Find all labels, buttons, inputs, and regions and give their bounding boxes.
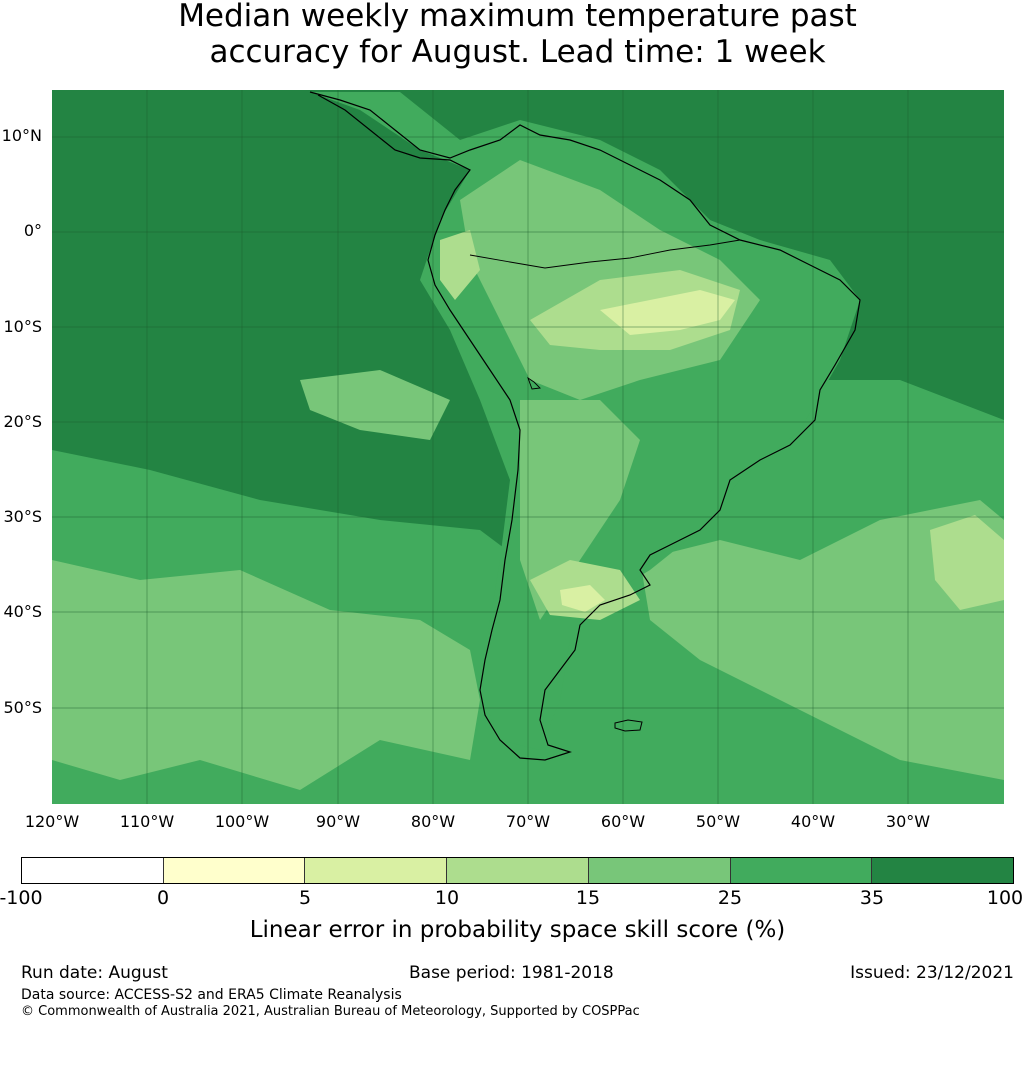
colorbar-segment	[447, 858, 589, 883]
map-title-line-1: Median weekly maximum temperature past	[178, 0, 857, 34]
south-atlantic-light-zone	[640, 500, 1004, 780]
lake-titicaca	[527, 376, 541, 390]
colorbar-segment	[163, 858, 306, 883]
lat-label: 10°N	[1, 126, 42, 145]
run-date: Run date: August	[21, 963, 168, 983]
southern-light-zone	[52, 560, 480, 790]
colorbar-tick-label: 5	[298, 887, 312, 909]
lat-label: 10°S	[3, 317, 42, 336]
colorbar-segment	[730, 858, 873, 883]
south-atlantic-pale-patch	[930, 515, 1004, 610]
skill-score-map	[52, 90, 1004, 804]
colorbar-tick-label: 35	[859, 887, 885, 909]
southeast-pacific-light-patch	[300, 370, 450, 440]
colorbar-segment	[305, 858, 448, 883]
lon-label: 120°W	[24, 812, 80, 831]
lon-label: 90°W	[315, 812, 361, 831]
colorbar-tick-label: -100	[0, 887, 43, 909]
lat-label: 30°S	[3, 507, 42, 526]
colorbar-tick-label: 10	[434, 887, 460, 909]
lon-label: 50°W	[695, 812, 741, 831]
colorbar-tick-label: 15	[575, 887, 601, 909]
lon-label: 110°W	[119, 812, 175, 831]
colorbar-segment	[872, 858, 1014, 883]
coastline	[309, 91, 861, 761]
lat-label: 40°S	[3, 602, 42, 621]
colorbar	[21, 857, 1014, 884]
issued-date: Issued: 23/12/2021	[850, 963, 1014, 983]
lon-label: 60°W	[600, 812, 646, 831]
colorbar-segment	[588, 858, 731, 883]
colorbar-segment	[22, 858, 164, 883]
colorbar-title: Linear error in probability space skill …	[249, 917, 786, 943]
map-title-line-2: accuracy for August. Lead time: 1 week	[209, 34, 826, 70]
falkland-islands	[614, 719, 643, 732]
brazil-palest-patch	[600, 290, 735, 335]
data-source: Data source: ACCESS-S2 and ERA5 Climate …	[21, 987, 402, 1003]
colorbar-tick-label: 25	[717, 887, 743, 909]
lon-label: 30°W	[885, 812, 931, 831]
copyright: © Commonwealth of Australia 2021, Austra…	[21, 1004, 640, 1019]
amazon-river	[469, 239, 741, 269]
pampas-palest-patch	[560, 585, 605, 612]
graticule	[52, 90, 1004, 804]
interior-light-zone	[520, 400, 640, 620]
lat-label: 50°S	[3, 698, 42, 717]
colorbar-tick-label: 0	[156, 887, 170, 909]
base-period: Base period: 1981-2018	[409, 963, 614, 983]
lon-label: 100°W	[214, 812, 270, 831]
lat-label: 0°	[23, 221, 42, 240]
colorbar-tick-label: 100	[986, 887, 1024, 909]
lat-label: 20°S	[3, 412, 42, 431]
lon-label: 40°W	[790, 812, 836, 831]
andes-pale-patch	[440, 230, 480, 300]
lon-label: 70°W	[505, 812, 551, 831]
lon-label: 80°W	[410, 812, 456, 831]
